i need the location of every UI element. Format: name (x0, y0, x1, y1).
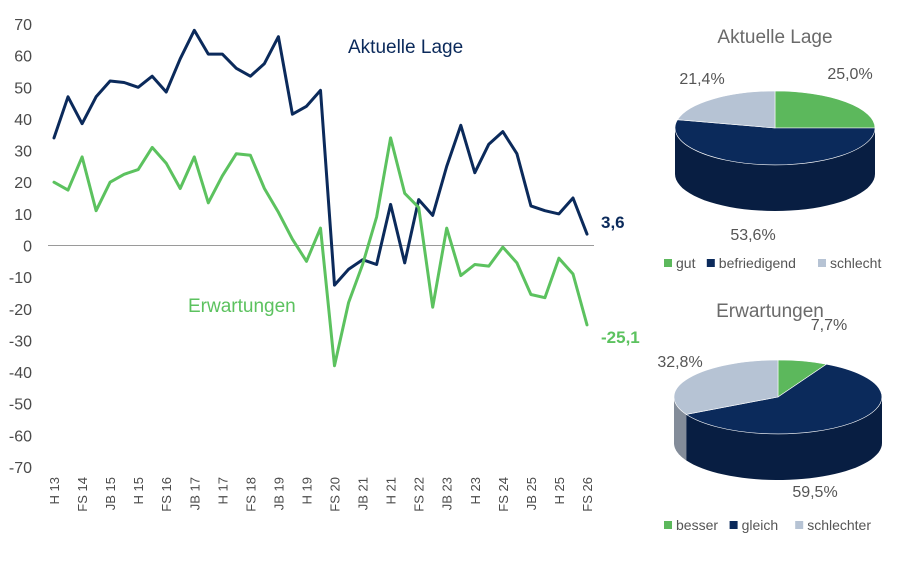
pie-value-label: 32,8% (657, 354, 702, 371)
pie-value-label: 7,7% (811, 317, 847, 334)
x-tick-label: H 21 (384, 477, 399, 504)
x-tick-label: JB 17 (187, 477, 202, 510)
y-tick-label: 10 (14, 207, 32, 224)
x-tick-label: JB 25 (524, 477, 539, 510)
y-tick-label: 50 (14, 80, 32, 97)
legend-label: schlechter (807, 517, 871, 533)
y-tick-label: 30 (14, 144, 32, 161)
legend-label: gut (676, 255, 696, 271)
x-tick-label: FS 18 (243, 477, 258, 512)
x-tick-label: H 25 (552, 477, 567, 504)
pie-value-label: 59,5% (792, 484, 837, 501)
legend-swatch (664, 259, 672, 267)
legend-swatch (664, 521, 672, 529)
pie-slice (775, 91, 875, 128)
x-tick-label: H 23 (468, 477, 483, 504)
x-tick-label: FS 26 (580, 477, 595, 512)
series-line-erwartungen (54, 138, 587, 366)
pie-value-label: 25,0% (827, 66, 872, 83)
legend-swatch (707, 259, 715, 267)
x-tick-label: JB 23 (440, 477, 455, 510)
y-tick-label: 70 (14, 17, 32, 34)
legend-swatch (818, 259, 826, 267)
pie-value-label: 53,6% (730, 227, 775, 244)
series-label-aktuelle-lage: Aktuelle Lage (348, 37, 463, 58)
y-tick-label: -40 (9, 365, 32, 382)
legend-swatch (730, 521, 738, 529)
pie-chart-aktuelle-lage: Aktuelle Lage 25,0% 53,6% 21,4% gut befriedig… (664, 27, 881, 271)
x-tick-label: JB 19 (271, 477, 286, 510)
y-tick-label: -60 (9, 428, 32, 445)
legend-label: schlecht (830, 255, 881, 271)
x-tick-label: H 19 (299, 477, 314, 504)
x-tick-label: H 15 (131, 477, 146, 504)
x-tick-label: FS 24 (496, 477, 511, 512)
x-tick-label: H 17 (215, 477, 230, 504)
x-tick-label: FS 22 (412, 477, 427, 512)
x-tick-label: H 13 (47, 477, 62, 504)
x-tick-label: FS 14 (75, 477, 90, 512)
legend-label: besser (676, 517, 718, 533)
line-chart: 70 60 50 40 30 20 10 0 -10 -20 -30 -40 -50 -60 -70 H 13… (9, 17, 640, 512)
y-tick-label: -70 (9, 460, 32, 477)
end-value-erwartungen: -25,1 (601, 328, 640, 347)
end-value-aktuelle-lage: 3,6 (601, 213, 625, 232)
y-tick-label: 60 (14, 49, 32, 66)
x-tick-label: FS 16 (159, 477, 174, 512)
y-tick-label: 20 (14, 175, 32, 192)
legend-label: befriedigend (719, 255, 796, 271)
y-tick-label: -20 (9, 302, 32, 319)
legend-swatch (795, 521, 803, 529)
x-tick-label: FS 20 (328, 477, 343, 512)
series-line-aktuelle-lage (54, 30, 587, 285)
series-label-erwartungen: Erwartungen (188, 296, 296, 317)
legend-label: gleich (742, 517, 779, 533)
pie-title: Aktuelle Lage (717, 27, 832, 48)
x-tick-label: JB 15 (103, 477, 118, 510)
pie-value-label: 21,4% (679, 71, 724, 88)
pie-title: Erwartungen (716, 301, 824, 322)
y-tick-label: 0 (23, 239, 32, 256)
y-tick-label: -10 (9, 270, 32, 287)
y-tick-label: -30 (9, 333, 32, 350)
y-tick-label: -50 (9, 397, 32, 414)
x-tick-label: JB 21 (356, 477, 371, 510)
y-tick-label: 40 (14, 112, 32, 129)
